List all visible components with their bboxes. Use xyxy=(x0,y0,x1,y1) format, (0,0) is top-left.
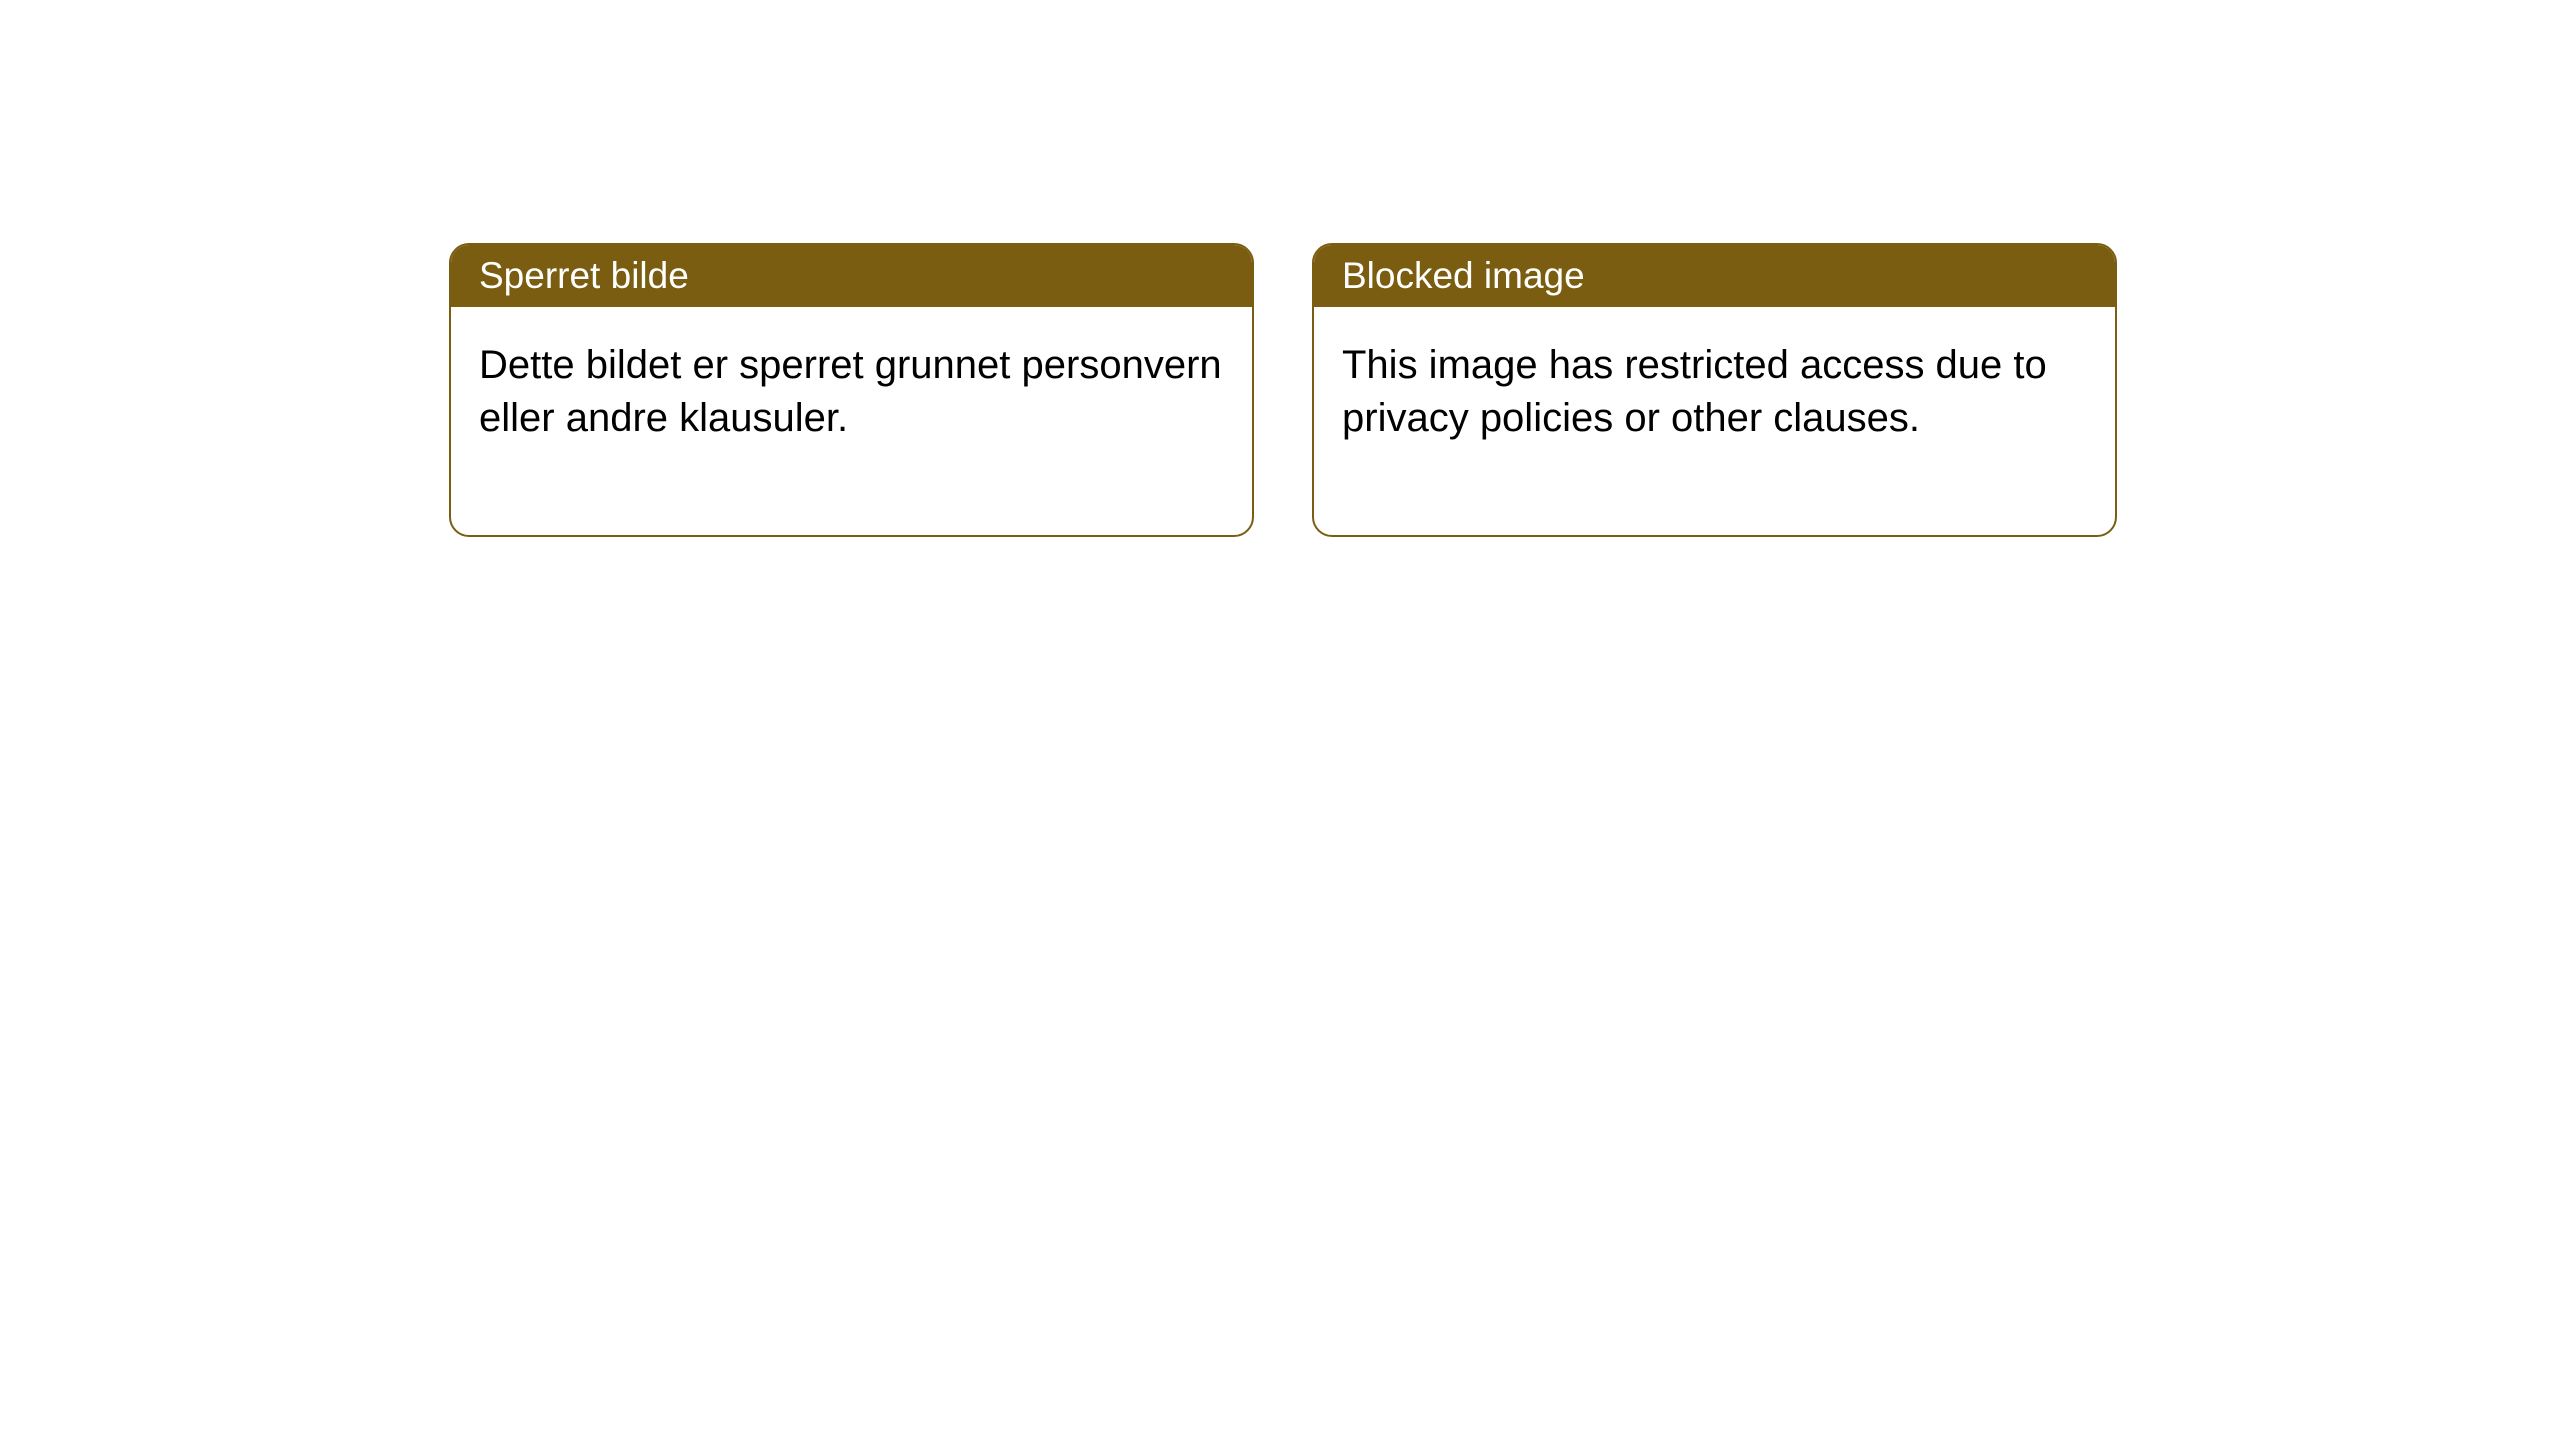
notice-body-no: Dette bildet er sperret grunnet personve… xyxy=(451,307,1252,535)
notice-text-en: This image has restricted access due to … xyxy=(1342,343,2047,440)
notice-card-no: Sperret bilde Dette bildet er sperret gr… xyxy=(449,243,1254,537)
notice-body-en: This image has restricted access due to … xyxy=(1314,307,2115,535)
notice-header-en: Blocked image xyxy=(1314,245,2115,307)
notice-header-no: Sperret bilde xyxy=(451,245,1252,307)
notice-card-en: Blocked image This image has restricted … xyxy=(1312,243,2117,537)
notice-text-no: Dette bildet er sperret grunnet personve… xyxy=(479,343,1222,440)
notice-container: Sperret bilde Dette bildet er sperret gr… xyxy=(449,243,2117,537)
notice-title-en: Blocked image xyxy=(1342,255,1585,296)
notice-title-no: Sperret bilde xyxy=(479,255,689,296)
